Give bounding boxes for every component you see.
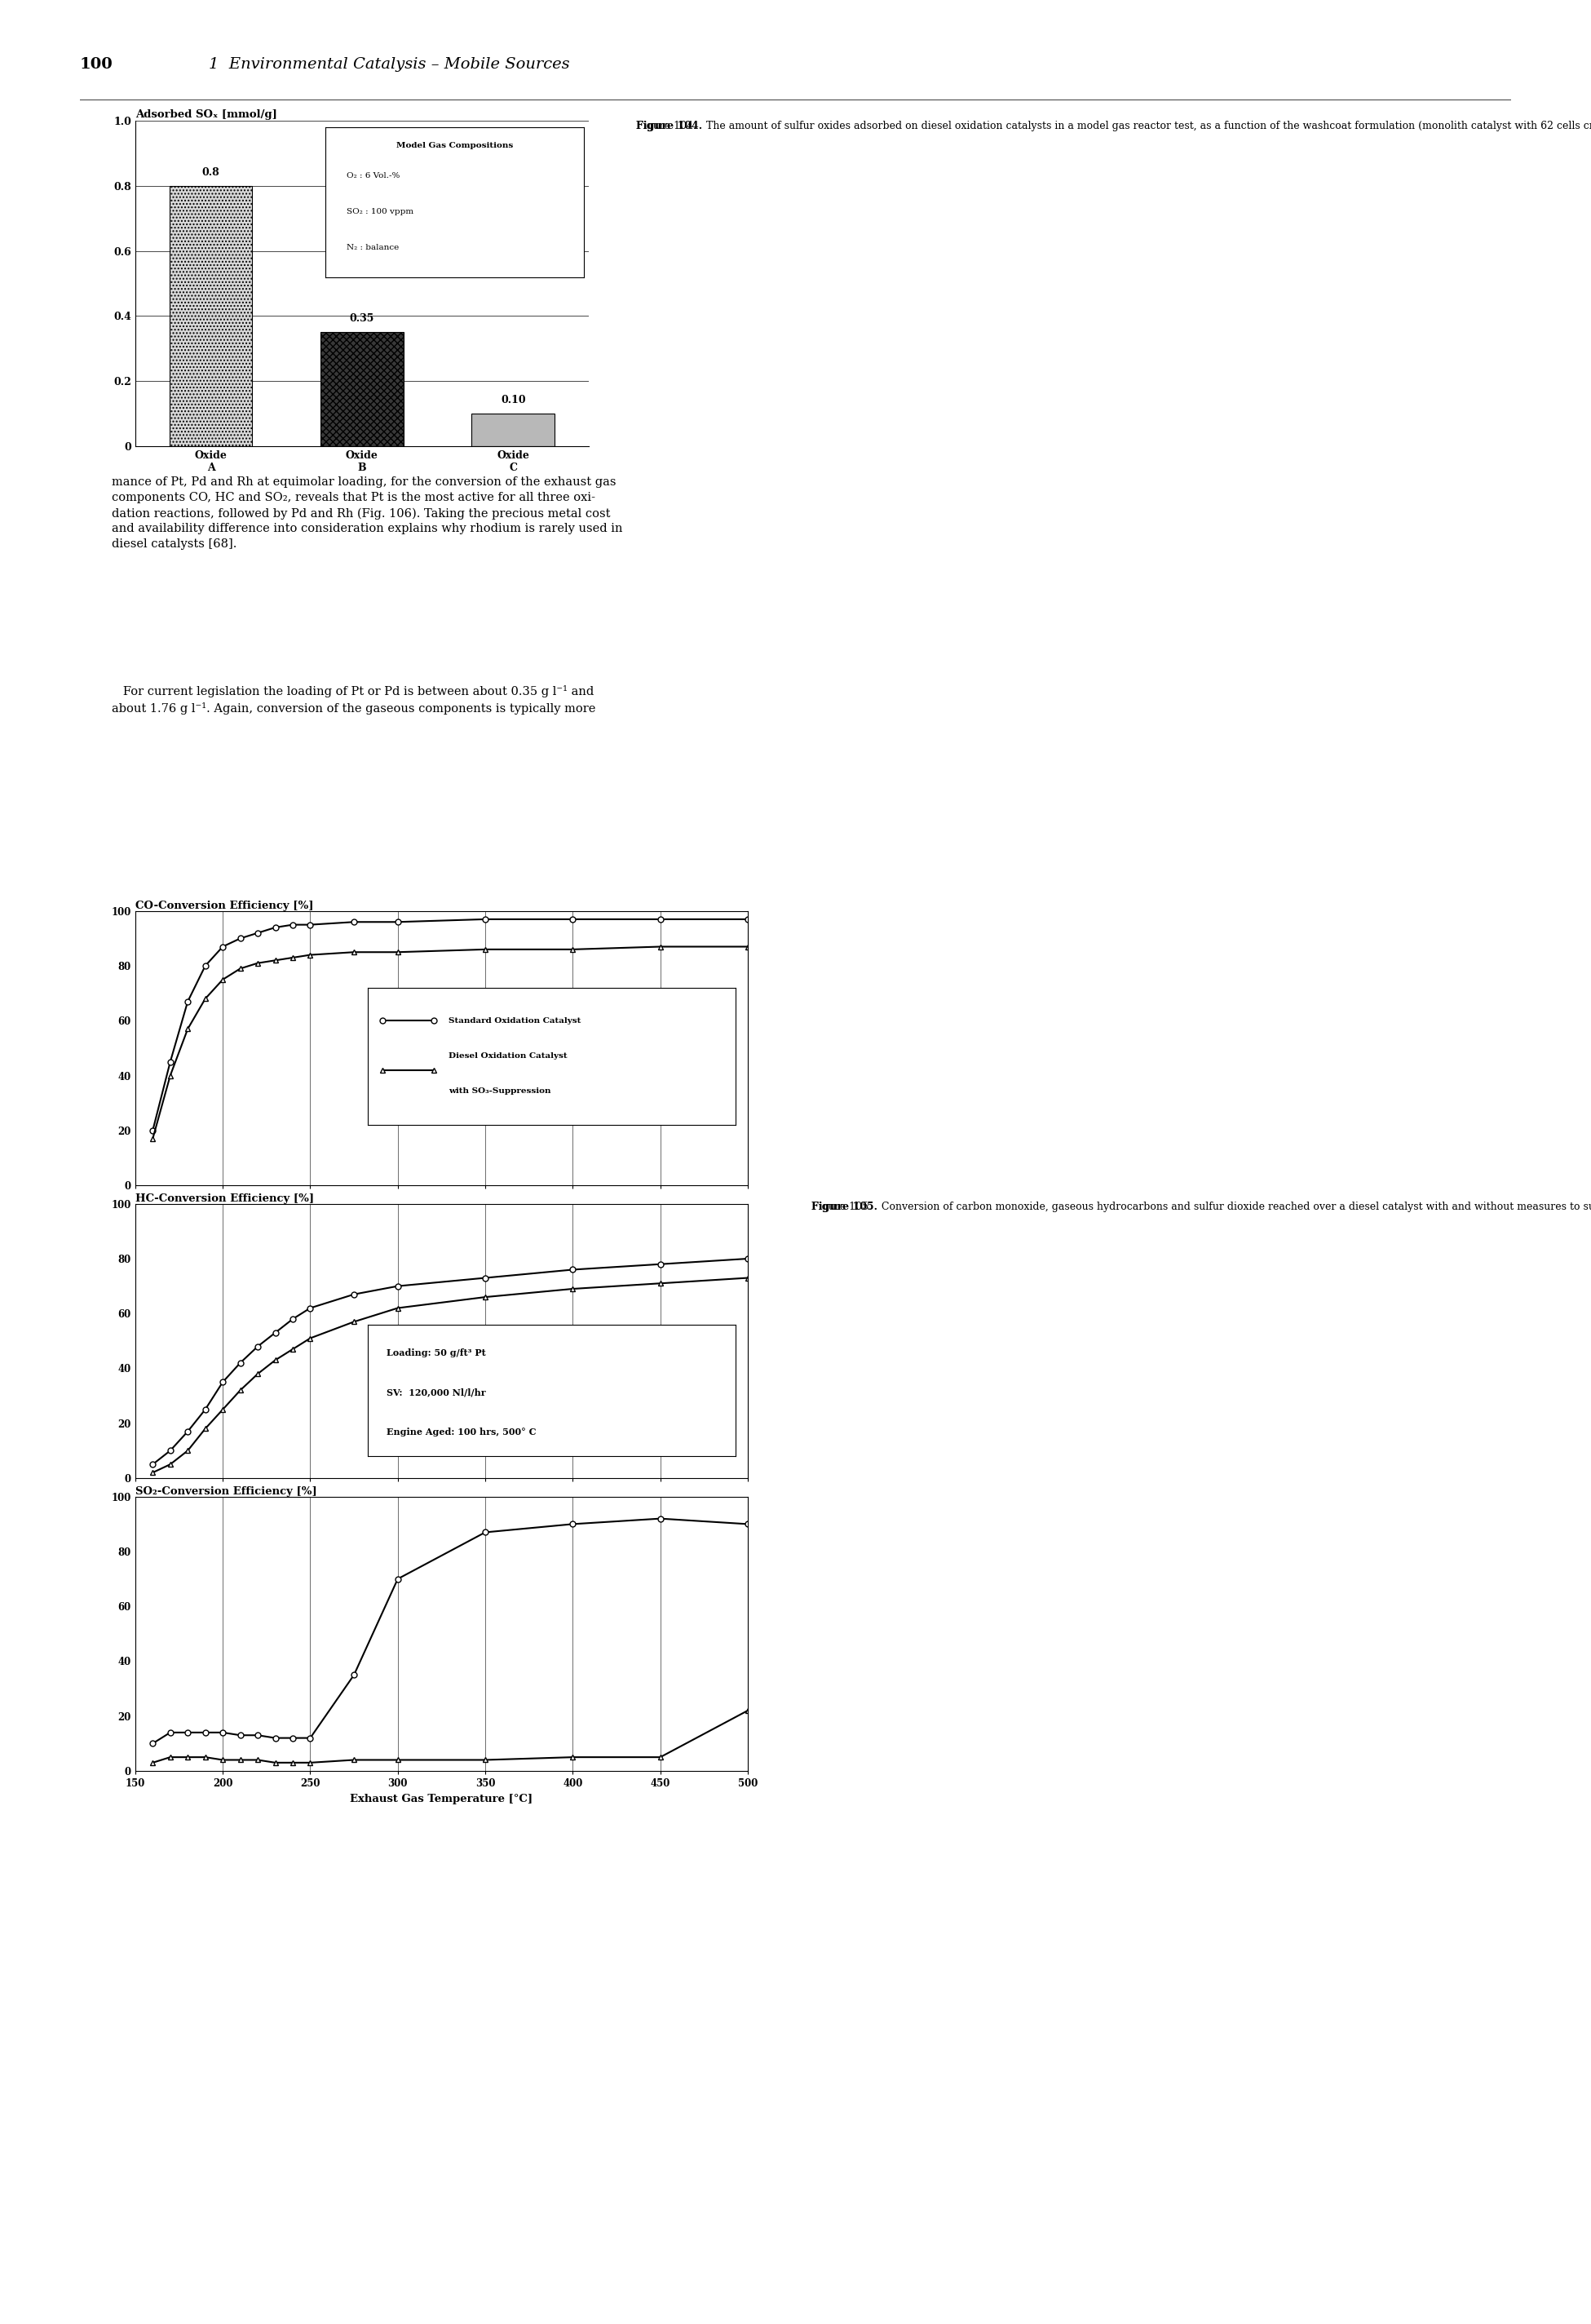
- Bar: [471, 414, 555, 446]
- Text: CO-Conversion Efficiency [%]: CO-Conversion Efficiency [%]: [135, 899, 313, 911]
- Text: For current legislation the loading of Pt or Pd is between about 0.35 g l⁻¹ and
: For current legislation the loading of P…: [111, 686, 595, 713]
- Text: SO₂-Conversion Efficiency [%]: SO₂-Conversion Efficiency [%]: [135, 1485, 317, 1497]
- Text: 1  Environmental Catalysis – Mobile Sources: 1 Environmental Catalysis – Mobile Sourc…: [208, 58, 570, 72]
- Text: 0.35: 0.35: [350, 314, 374, 323]
- Text: Figure 105.: Figure 105.: [811, 1202, 878, 1213]
- Text: 100: 100: [80, 58, 113, 72]
- Text: Figure 104.: Figure 104.: [636, 121, 703, 132]
- Text: 0.10: 0.10: [501, 395, 525, 404]
- Bar: [169, 186, 253, 446]
- Text: Adsorbed SOₓ [mmol/g]: Adsorbed SOₓ [mmol/g]: [135, 109, 277, 121]
- Text: Figure 105.   Conversion of carbon monoxide, gaseous hydrocarbons and sulfur dio: Figure 105. Conversion of carbon monoxid…: [811, 1202, 1591, 1213]
- Text: 0.8: 0.8: [202, 167, 220, 177]
- X-axis label: Exhaust Gas Temperature [°C]: Exhaust Gas Temperature [°C]: [350, 1794, 533, 1803]
- Text: mance of Pt, Pd and Rh at equimolar loading, for the conversion of the exhaust g: mance of Pt, Pd and Rh at equimolar load…: [111, 476, 622, 551]
- Text: Figure 104.   The amount of sulfur oxides adsorbed on diesel oxidation catalysts: Figure 104. The amount of sulfur oxides …: [636, 121, 1591, 132]
- Text: HC-Conversion Efficiency [%]: HC-Conversion Efficiency [%]: [135, 1192, 313, 1204]
- Bar: [320, 332, 404, 446]
